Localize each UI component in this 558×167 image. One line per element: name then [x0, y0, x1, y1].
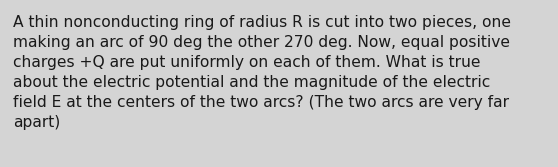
Text: A thin nonconducting ring of radius R is cut into two pieces, one
making an arc : A thin nonconducting ring of radius R is… — [13, 15, 511, 130]
